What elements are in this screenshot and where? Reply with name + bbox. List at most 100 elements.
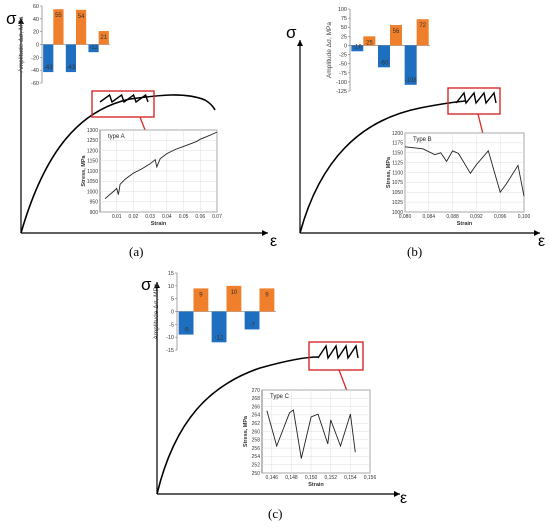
inset-y-tick-label: 1050 [392, 190, 403, 196]
bar-value-label: 54 [78, 14, 85, 20]
negative-amplitude-bar [65, 44, 76, 73]
positive-amplitude-bar [226, 285, 242, 312]
panel-c: σ ε 15 10 5 0 -5 -10 -15 Amplitude Δσ, MPa 9 10 9 -9 -… [141, 271, 407, 507]
zoom-inset-chart: 270 268 266 264 262 260 258 256 254 252 250 0,146 0,… [243, 388, 376, 488]
inset-y-tick-label: 1000 [392, 210, 403, 216]
amplitude-tick-label: 15 [168, 271, 174, 277]
bar-value-label: 10 [231, 290, 238, 296]
inset-y-tick-label: 256 [252, 446, 261, 452]
inset-ylabel: Stress, MPa [243, 415, 249, 447]
inset-type-label: Type B [413, 137, 432, 143]
inset-y-tick-label: 270 [252, 388, 261, 394]
inset-y-tick-label: 268 [252, 396, 261, 402]
serration-highlight-box [447, 87, 501, 115]
inset-x-tick-label: 0,156 [364, 475, 377, 481]
inset-stress-line [104, 131, 218, 200]
amplitude-tick-label: -50 [339, 62, 347, 68]
amplitude-tick-label: 0 [171, 310, 174, 316]
inset-y-tick-label: 1050 [87, 179, 98, 185]
amplitude-tick-label: 10 [168, 284, 174, 290]
amplitude-tick-label: 40 [33, 17, 39, 23]
bar-value-label: -43 [67, 65, 76, 71]
amplitude-ylabel: Amplitude Δσ, MPa [153, 283, 160, 339]
inset-y-tick-label: 1125 [392, 160, 403, 166]
stress-axis-arrowhead [297, 40, 303, 46]
amplitude-tick-label: 25 [341, 34, 347, 40]
amplitude-chart: 100 75 50 25 0 -25 -50 -75 -100 -125 Amplitude Δσ,… [326, 7, 430, 95]
inset-y-tick-label: 260 [252, 429, 261, 435]
strain-axis-arrowhead [534, 230, 540, 236]
bar-value-label: 25 [366, 40, 373, 46]
bar-value-label: 55 [55, 13, 62, 19]
inset-y-tick-label: 1150 [392, 151, 403, 157]
inset-y-tick-label: 264 [252, 413, 261, 419]
amplitude-ylabel: Amplitude Δσ, MPa [18, 16, 25, 72]
inset-xlabel: Strain [457, 221, 473, 227]
amplitude-tick-label: -10 [166, 335, 174, 341]
inset-y-tick-label: 1300 [87, 128, 98, 134]
serration-sawtooth [317, 344, 359, 360]
stress-strain-curve [156, 356, 319, 495]
inset-x-tick-label: 0,152 [324, 475, 337, 481]
negative-amplitude-bar [244, 311, 260, 330]
inset-stress-line [266, 409, 356, 459]
serration-highlight-box [308, 341, 364, 371]
amplitude-tick-label: 5 [171, 297, 174, 303]
inset-y-tick-label: 250 [252, 471, 261, 477]
inset-x-tick-label: 0,088 [446, 214, 459, 220]
inset-x-tick-label: 0.07 [212, 214, 222, 220]
inset-y-tick-label: 254 [252, 454, 261, 460]
bar-value-label: -7 [249, 322, 255, 328]
inset-x-tick-label: 0,084 [423, 214, 436, 220]
inset-xlabel: Strain [308, 482, 324, 488]
inset-y-tick-label: 1100 [392, 170, 403, 176]
inset-x-tick-label: 0,096 [494, 214, 507, 220]
stress-axis-arrowhead [18, 18, 24, 24]
inset-y-tick-label: 1025 [392, 200, 403, 206]
inset-x-tick-label: 0.05 [179, 214, 189, 220]
zoom-inset-chart: 1300 1250 1200 1150 1100 1050 1000 950 900 0.01 0.… [81, 128, 222, 227]
sigma-label: σ [141, 275, 152, 294]
inset-y-tick-label: 262 [252, 421, 261, 427]
inset-x-tick-label: 0,100 [518, 214, 531, 220]
amplitude-tick-label: -5 [169, 322, 174, 328]
amplitude-tick-label: -15 [166, 348, 174, 354]
positive-amplitude-bar [416, 19, 429, 46]
bar-value-label: -108 [405, 78, 418, 84]
amplitude-tick-label: 20 [33, 30, 39, 36]
amplitude-tick-label: 0 [36, 43, 39, 49]
negative-amplitude-bar [43, 44, 54, 73]
inset-y-tick-label: 1200 [87, 148, 98, 154]
stress-strain-curve [20, 94, 216, 234]
inset-x-tick-label: 0,092 [470, 214, 483, 220]
caption-a: (a) [129, 244, 144, 259]
bar-value-label: -60 [380, 60, 389, 66]
amplitude-chart: 15 10 5 0 -5 -10 -15 Amplitude Δσ, MPa 9 10 9 -9 -12… [153, 271, 276, 354]
bar-value-label: 21 [100, 35, 107, 41]
bar-value-label: -12 [89, 45, 98, 51]
caption-b: (b) [407, 244, 423, 259]
positive-amplitude-bar [53, 9, 64, 45]
inset-x-tick-label: 0,080 [399, 214, 412, 220]
positive-amplitude-bar [98, 31, 109, 45]
inset-y-tick-label: 252 [252, 463, 261, 469]
epsilon-label: ε [400, 490, 407, 507]
inset-y-tick-label: 1000 [87, 189, 98, 195]
inset-type-label: Type C [270, 394, 290, 400]
caption-c: (c) [268, 506, 283, 521]
epsilon-label: ε [538, 233, 545, 250]
serration-sawtooth [455, 91, 497, 105]
amplitude-tick-label: -60 [31, 81, 39, 87]
bar-value-label: -12 [215, 335, 224, 341]
panel-b: σ ε 100 75 50 25 0 -25 -50 -75 -100 -125 Amplitude Δ… [286, 7, 545, 250]
inset-ylabel: Stress, MPa [81, 154, 87, 186]
negative-amplitude-bar [211, 311, 227, 343]
serration-highlight-box [91, 90, 155, 118]
inset-y-tick-label: 1075 [392, 180, 403, 186]
bar-value-label: 9 [199, 292, 203, 298]
inset-ylabel: Stress, MPa [386, 156, 392, 188]
amplitude-tick-label: 60 [33, 4, 39, 10]
inset-y-tick-label: 1100 [87, 169, 98, 175]
